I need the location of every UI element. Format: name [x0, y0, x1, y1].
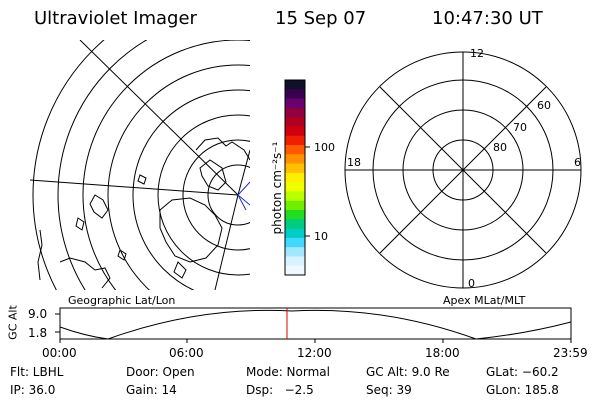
- coastlines: [37, 137, 250, 289]
- color-scale-cells: [285, 80, 305, 276]
- colorbar-tick-100: 100: [314, 141, 335, 154]
- geographic-map-caption: Geographic Lat/Lon: [68, 294, 176, 307]
- timeline-xtick-1200: 12:00: [297, 346, 332, 360]
- timeline-ylabel: GC Alt: [6, 305, 20, 340]
- color-scale-cell: [285, 117, 305, 127]
- info-gain: Gain: 14: [126, 383, 177, 397]
- date-label: 15 Sep 07: [275, 8, 367, 29]
- color-scale-cell: [285, 237, 305, 248]
- info-seq: Seq: 39: [366, 383, 412, 397]
- color-scale-cell: [285, 200, 305, 211]
- colorbar-tick-10: 10: [314, 230, 328, 243]
- info-ip: IP: 36.0: [10, 383, 56, 397]
- color-scale-cell: [285, 247, 305, 257]
- info-dsp: Dsp: −2.5: [246, 383, 314, 397]
- info-filter: Flt: LBHL: [10, 365, 64, 379]
- color-scale-cell: [285, 172, 305, 183]
- mlat-label-80: 80: [493, 141, 507, 154]
- timeline-xtick-2359: 23:59: [553, 346, 588, 360]
- timeline-ytick-9: 9.0: [28, 307, 48, 321]
- info-glon: GLon: 185.8: [486, 383, 559, 397]
- timeline-ytick-1-8: 1.8: [28, 326, 48, 340]
- color-scale-bar: [284, 79, 310, 276]
- color-scale-cell: [285, 135, 305, 146]
- color-scale-cell: [285, 80, 305, 90]
- polar-map-caption: Apex MLat/MLT: [443, 294, 526, 307]
- color-scale-cell: [285, 182, 305, 192]
- color-scale-cell: [285, 265, 305, 276]
- mlt-label-6: 6: [574, 156, 581, 169]
- mlt-label-18: 18: [347, 156, 361, 169]
- mlat-label-70: 70: [513, 121, 527, 134]
- terminator-line: [237, 181, 250, 211]
- time-label: 10:47:30 UT: [432, 8, 543, 29]
- color-scale-cell: [285, 89, 305, 100]
- mlat-label-60: 60: [537, 99, 551, 112]
- color-scale-cell: [285, 154, 305, 165]
- geographic-map: [30, 40, 250, 290]
- color-scale-cell: [285, 219, 305, 230]
- mlt-label-0: 0: [468, 277, 475, 290]
- color-scale-cell: [285, 107, 305, 118]
- color-scale-cell: [285, 98, 305, 109]
- altitude-timeline: [55, 307, 572, 343]
- color-scale-cell: [285, 191, 305, 202]
- color-scale-cell: [285, 163, 305, 174]
- info-glat: GLat: −60.2: [486, 365, 559, 379]
- info-mode: Mode: Normal: [246, 365, 330, 379]
- polar-map: [344, 51, 582, 289]
- timeline-xtick-1800: 18:00: [425, 346, 460, 360]
- timeline-xtick-0000: 00:00: [42, 346, 77, 360]
- latitude-circles: [32, 40, 250, 290]
- timeline-xtick-0600: 06:00: [169, 346, 204, 360]
- info-door: Door: Open: [126, 365, 195, 379]
- color-scale-cell: [285, 126, 305, 137]
- color-scale-cell: [285, 145, 305, 155]
- color-scale-cell: [285, 228, 305, 239]
- color-scale-cell: [285, 256, 305, 267]
- instrument-title: Ultraviolet Imager: [34, 8, 197, 29]
- colorbar-unit-label: photon cm⁻²s⁻¹: [270, 141, 284, 235]
- color-scale-cell: [285, 210, 305, 220]
- mlt-label-12: 12: [470, 47, 484, 60]
- info-gc-alt: GC Alt: 9.0 Re: [366, 365, 450, 379]
